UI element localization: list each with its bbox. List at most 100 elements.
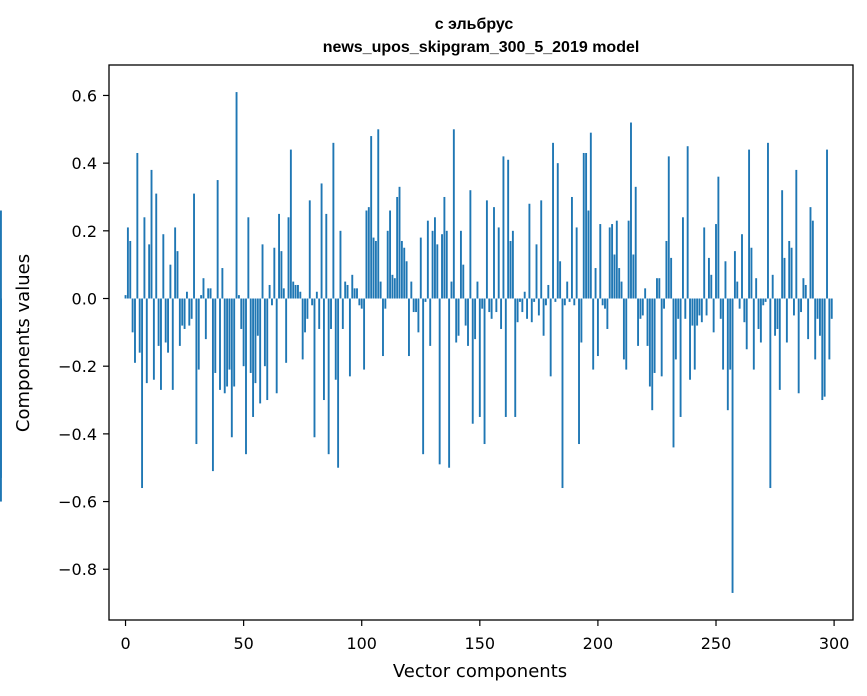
bar-123 [415, 298, 417, 313]
bar-219 [641, 298, 644, 316]
bar-163 [509, 240, 512, 299]
bar-178 [545, 298, 547, 306]
bar-126 [422, 298, 425, 455]
bar-255 [726, 298, 729, 411]
bar-250 [715, 224, 717, 299]
bar-7 [141, 298, 144, 489]
bar-236 [682, 217, 684, 299]
bar-176 [540, 200, 543, 299]
bar-260 [738, 298, 741, 309]
bar-30 [195, 298, 198, 445]
bar-106 [374, 240, 377, 299]
bar-62 [271, 298, 273, 306]
bar-261 [741, 234, 743, 299]
bar-105 [372, 237, 375, 299]
bar-64 [275, 298, 278, 394]
bar-235 [679, 298, 682, 417]
bar-86 [327, 298, 330, 455]
bar-128 [426, 220, 429, 299]
y-tick-label: 0.0 [72, 290, 97, 309]
bar-33 [202, 278, 205, 299]
bar-140 [455, 298, 458, 343]
bar-280 [785, 298, 788, 343]
bar-52 [247, 217, 250, 299]
bar-151 [481, 298, 484, 309]
bar-161 [504, 298, 507, 417]
bar-94 [346, 284, 349, 299]
y-tick-label: −0.6 [58, 493, 97, 512]
bar-34 [204, 298, 207, 340]
bar-179 [547, 284, 550, 299]
bar-169 [523, 291, 526, 299]
bar-35 [207, 288, 210, 299]
bar-67 [282, 288, 285, 299]
bar-55 [254, 298, 257, 384]
bar-270 [762, 298, 765, 306]
bar-214 [630, 122, 632, 299]
x-axis-ticks: 0 50 100 150 200 250 300 [120, 620, 849, 653]
bar-108 [379, 281, 382, 299]
bar-263 [745, 298, 748, 350]
x-tick-label: 200 [583, 634, 614, 653]
bar-216 [634, 186, 637, 299]
bar-3 [131, 298, 134, 333]
bar-132 [436, 244, 439, 299]
bar-85 [325, 213, 328, 299]
y-tick-label: 0.4 [72, 154, 97, 173]
bar-266 [752, 298, 755, 370]
bar-89 [334, 298, 337, 380]
bar-60 [266, 298, 269, 401]
bar-187 [566, 281, 569, 299]
bar-82 [318, 298, 321, 329]
bar-97 [353, 288, 356, 299]
bar-189 [570, 196, 573, 299]
bar-213 [627, 220, 630, 299]
bar-233 [674, 298, 677, 360]
bar-273 [769, 298, 772, 489]
bar-20 [171, 298, 174, 390]
bar-184 [559, 261, 562, 299]
bar-243 [698, 298, 701, 316]
bar-150 [478, 298, 481, 417]
bar-245 [703, 227, 706, 299]
bar-158 [497, 227, 500, 299]
bar-122 [412, 298, 415, 313]
bar-276 [776, 298, 779, 329]
bar-284 [795, 169, 798, 299]
bar-149 [476, 281, 479, 299]
bar-175 [537, 298, 540, 316]
bar-99 [358, 298, 361, 306]
bar-8 [143, 217, 146, 299]
bar-134 [441, 234, 443, 299]
bar-47 [235, 92, 238, 299]
bar-undefined [0, 298, 2, 502]
bar-50 [242, 298, 245, 367]
bar-168 [521, 298, 524, 313]
bar-190 [573, 298, 576, 306]
bar-156 [493, 207, 495, 299]
bar-133 [438, 298, 441, 465]
bar-117 [400, 240, 403, 299]
bar-234 [677, 298, 680, 319]
bar-10 [148, 244, 151, 299]
bar-171 [528, 203, 531, 299]
bar-282 [790, 247, 793, 299]
bar-undefined [0, 210, 2, 299]
bar-269 [759, 298, 762, 343]
bar-70 [289, 149, 292, 299]
bar-71 [292, 281, 295, 299]
x-tick-label: 100 [346, 634, 377, 653]
bar-127 [424, 298, 427, 302]
bar-204 [606, 298, 609, 329]
bar-290 [809, 207, 812, 299]
bar-173 [533, 298, 536, 302]
bar-278 [781, 190, 784, 299]
bar-57 [259, 298, 262, 404]
bar-185 [561, 298, 564, 489]
bar-237 [684, 298, 687, 319]
bar-16 [162, 234, 165, 299]
bar-162 [507, 159, 510, 299]
bar-165 [514, 298, 517, 417]
